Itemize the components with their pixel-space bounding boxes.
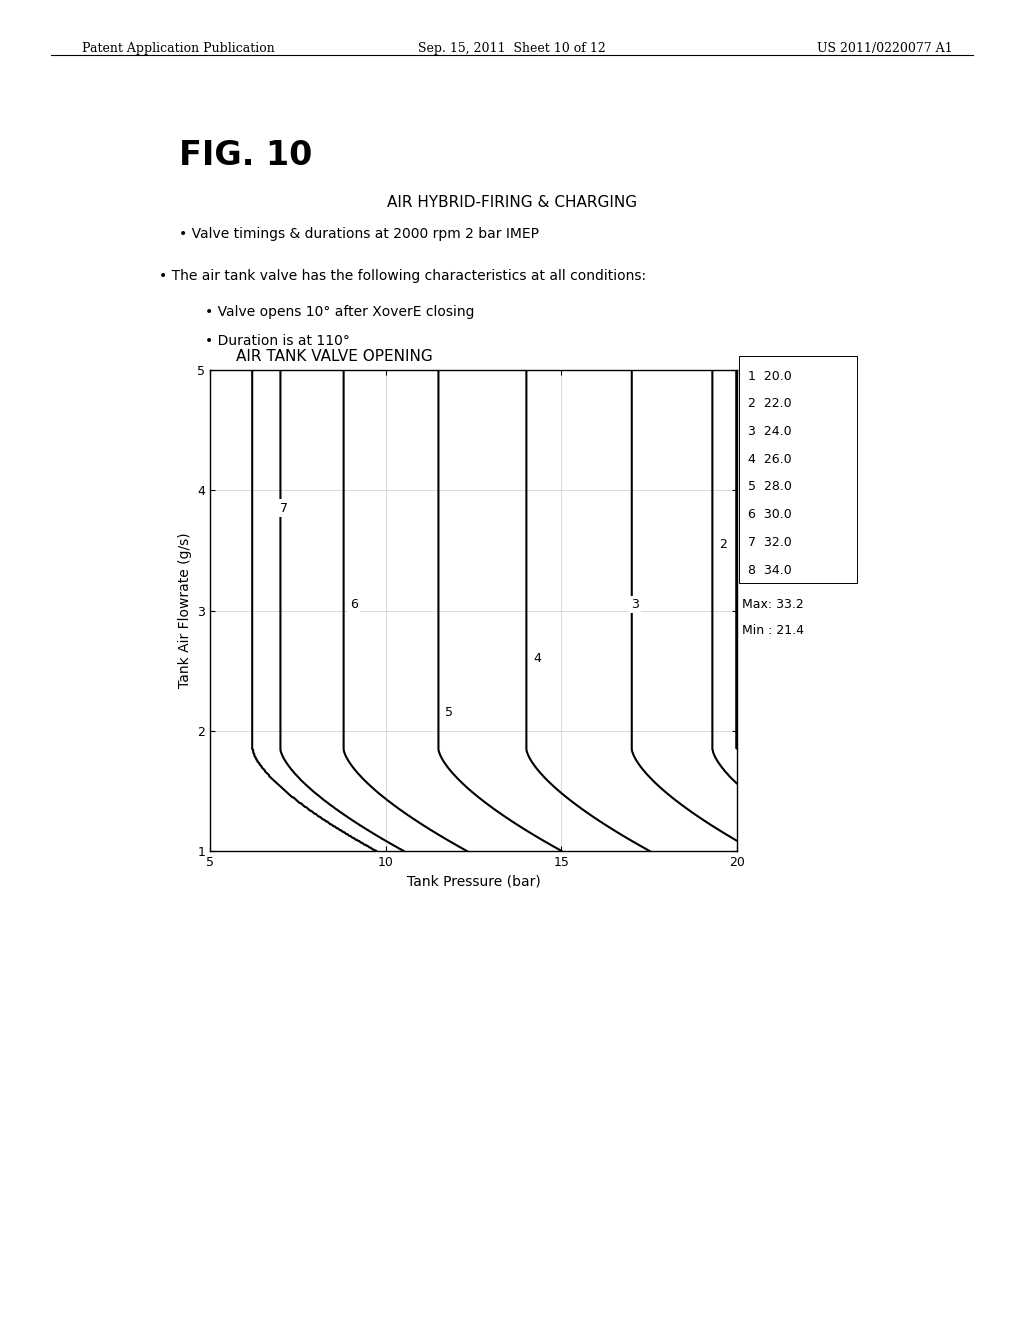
Text: 5: 5 [445, 706, 453, 719]
Text: 7: 7 [280, 502, 288, 515]
Text: 7  32.0: 7 32.0 [748, 536, 792, 549]
Text: 6: 6 [350, 598, 358, 611]
Text: 1  20.0: 1 20.0 [748, 370, 792, 383]
Text: 5  28.0: 5 28.0 [748, 480, 792, 494]
Text: 2  22.0: 2 22.0 [748, 397, 792, 411]
Text: US 2011/0220077 A1: US 2011/0220077 A1 [817, 42, 952, 55]
Text: • Valve opens 10° after XoverE closing: • Valve opens 10° after XoverE closing [205, 305, 474, 319]
Text: 4: 4 [532, 652, 541, 665]
Text: Patent Application Publication: Patent Application Publication [82, 42, 274, 55]
Text: • Duration is at 110°: • Duration is at 110° [205, 334, 349, 348]
Text: • Valve timings & durations at 2000 rpm 2 bar IMEP: • Valve timings & durations at 2000 rpm … [179, 227, 540, 242]
Text: FIG. 10: FIG. 10 [179, 139, 312, 172]
Text: Min : 21.4: Min : 21.4 [742, 624, 805, 638]
Text: 8  34.0: 8 34.0 [748, 564, 792, 577]
Text: 3  24.0: 3 24.0 [748, 425, 792, 438]
Text: Max: 33.2: Max: 33.2 [742, 598, 804, 611]
Y-axis label: Tank Air Flowrate (g/s): Tank Air Flowrate (g/s) [177, 533, 191, 688]
Text: 3: 3 [632, 598, 639, 611]
Text: 2: 2 [719, 537, 727, 550]
Text: 4  26.0: 4 26.0 [748, 453, 792, 466]
X-axis label: Tank Pressure (bar): Tank Pressure (bar) [407, 875, 541, 888]
Text: • The air tank valve has the following characteristics at all conditions:: • The air tank valve has the following c… [159, 269, 646, 284]
Text: AIR HYBRID-FIRING & CHARGING: AIR HYBRID-FIRING & CHARGING [387, 195, 637, 210]
Text: 6  30.0: 6 30.0 [748, 508, 792, 521]
Text: Sep. 15, 2011  Sheet 10 of 12: Sep. 15, 2011 Sheet 10 of 12 [418, 42, 606, 55]
Text: AIR TANK VALVE OPENING: AIR TANK VALVE OPENING [237, 350, 433, 364]
